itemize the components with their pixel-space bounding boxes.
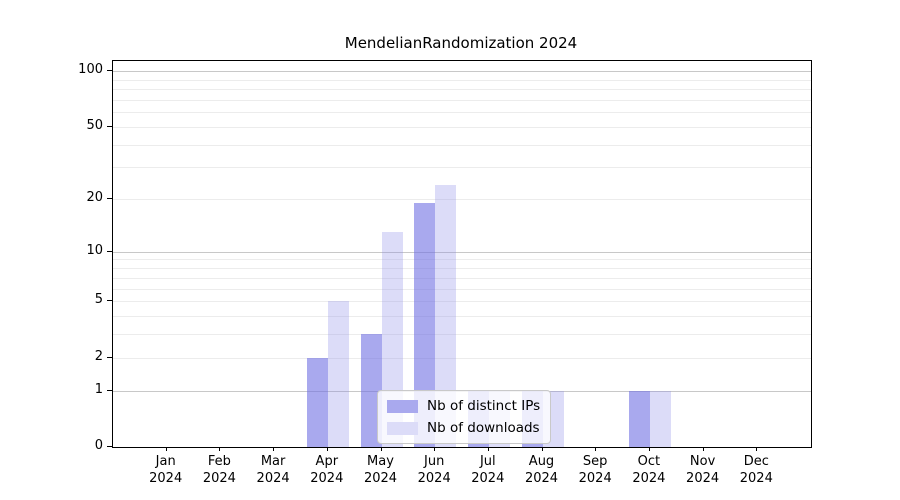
plot-area: Nb of distinct IPs Nb of downloads [112, 60, 812, 448]
x-tick-jun [434, 447, 436, 451]
gridline-2 [113, 357, 811, 359]
x-tick-month: Aug [528, 454, 555, 469]
y-tick-100 [107, 70, 112, 71]
x-tick-year: 2024 [578, 471, 612, 486]
x-tick-label-oct: Oct 2024 [607, 453, 691, 487]
x-tick-label-dec: Dec 2024 [714, 453, 798, 487]
x-tick-year: 2024 [417, 471, 451, 486]
x-tick-dec [756, 447, 758, 451]
x-tick-month: Mar [260, 454, 286, 469]
legend-swatch-distinct-ips [387, 399, 418, 413]
gridline-40 [113, 144, 811, 146]
x-tick-month: Apr [315, 454, 339, 469]
gridline-3 [113, 334, 811, 336]
x-tick-month: Jan [155, 454, 176, 469]
gridline-30 [113, 167, 811, 169]
x-tick-year: 2024 [149, 471, 183, 486]
x-tick-month: May [367, 454, 394, 469]
gridline-6 [113, 288, 811, 290]
x-tick-year: 2024 [310, 471, 344, 486]
x-tick-year: 2024 [202, 471, 236, 486]
x-tick-apr [326, 447, 328, 451]
y-tick-label-1: 1 [94, 381, 103, 397]
x-tick-may [380, 447, 382, 451]
bar-apr-downloads [327, 301, 349, 447]
gridline-9 [113, 259, 811, 261]
gridline-7 [113, 277, 811, 279]
y-tick-label-0: 0 [94, 438, 103, 453]
bar-oct-distinct-ips [628, 390, 650, 447]
x-tick-year: 2024 [739, 471, 773, 486]
gridline-10 [113, 251, 811, 253]
x-tick-month: Feb [207, 454, 231, 469]
x-tick-label-jul: Jul 2024 [446, 453, 530, 487]
x-tick-year: 2024 [471, 471, 505, 486]
x-tick-month: Jul [479, 454, 496, 469]
y-tick-label-20: 20 [86, 190, 103, 205]
y-tick-label-50: 50 [86, 117, 103, 133]
x-tick-label-sep: Sep 2024 [553, 453, 637, 487]
x-tick-jan [165, 447, 167, 451]
y-tick-label-100: 100 [78, 62, 103, 77]
bar-may-distinct-ips [360, 334, 382, 447]
y-tick-label-2: 2 [94, 348, 103, 364]
y-tick-label-10: 10 [86, 242, 103, 258]
y-tick-2 [107, 356, 112, 358]
x-tick-label-apr: Apr 2024 [285, 453, 369, 487]
y-tick-0 [107, 446, 112, 447]
gridline-60 [113, 112, 811, 114]
y-tick-5 [107, 300, 112, 301]
legend-label-distinct-ips: Nb of distinct IPs [427, 398, 541, 414]
x-tick-label-mar: Mar 2024 [231, 453, 315, 487]
x-tick-month: Dec [743, 454, 769, 469]
x-tick-month: Sep [582, 454, 608, 469]
bar-oct-downloads [649, 390, 671, 447]
x-tick-sep [595, 447, 597, 451]
x-tick-year: 2024 [256, 471, 290, 486]
y-tick-1 [107, 389, 112, 391]
gridline-5 [113, 301, 811, 302]
x-tick-year: 2024 [524, 471, 559, 486]
x-tick-feb [219, 447, 221, 451]
legend: Nb of distinct IPs Nb of downloads [377, 390, 552, 444]
x-tick-month: Jun [424, 454, 445, 469]
gridline-90 [113, 79, 811, 81]
gridline-70 [113, 99, 811, 101]
gridline-80 [113, 89, 811, 90]
chart-title: MendelianRandomization 2024 [344, 34, 578, 52]
x-tick-aug [541, 447, 543, 451]
gridline-50 [113, 126, 811, 128]
x-tick-mar [273, 447, 275, 451]
y-tick-20 [107, 198, 112, 199]
x-tick-month: Oct [637, 454, 661, 469]
legend-item-downloads: Nb of downloads [387, 420, 540, 436]
x-tick-label-nov: Nov 2024 [661, 453, 745, 487]
y-tick-10 [107, 250, 112, 252]
x-tick-label-jun: Jun 2024 [392, 453, 476, 487]
bar-apr-distinct-ips [306, 357, 328, 447]
x-tick-label-feb: Feb 2024 [177, 453, 261, 487]
x-tick-oct [648, 447, 650, 451]
x-tick-nov [702, 447, 704, 451]
x-tick-label-jan: Jan 2024 [124, 453, 208, 487]
x-tick-month: Nov [689, 454, 716, 469]
x-tick-label-may: May 2024 [339, 453, 423, 487]
gridline-4 [113, 315, 811, 317]
gridline-20 [113, 199, 811, 200]
y-tick-label-5: 5 [94, 292, 103, 307]
legend-label-downloads: Nb of downloads [427, 420, 540, 436]
y-tick-50 [107, 125, 112, 127]
x-tick-year: 2024 [686, 471, 720, 486]
gridline-100 [113, 71, 811, 72]
x-tick-label-aug: Aug 2024 [500, 453, 584, 487]
x-tick-jul [487, 447, 489, 451]
bar-jun-distinct-ips [414, 202, 436, 447]
x-tick-year: 2024 [363, 471, 398, 486]
legend-item-distinct-ips: Nb of distinct IPs [387, 398, 540, 414]
legend-swatch-downloads [387, 421, 418, 435]
bar-jun-downloads [435, 184, 457, 447]
x-tick-year: 2024 [632, 471, 666, 486]
gridline-8 [113, 268, 811, 269]
